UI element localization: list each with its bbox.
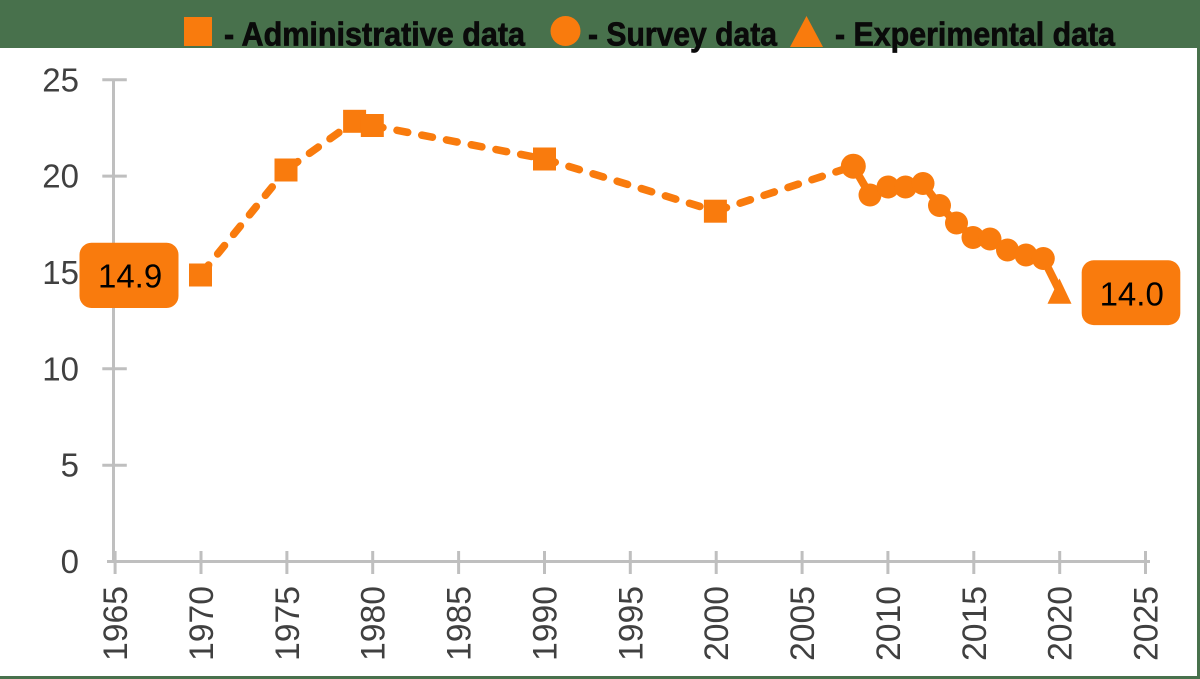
- svg-text:- Survey data: - Survey data: [588, 16, 778, 53]
- svg-text:2015: 2015: [956, 586, 994, 661]
- svg-text:25: 25: [42, 61, 79, 98]
- svg-text:1990: 1990: [527, 586, 565, 661]
- svg-text:20: 20: [42, 158, 79, 195]
- svg-text:1985: 1985: [441, 586, 479, 661]
- svg-text:1980: 1980: [355, 586, 393, 661]
- svg-text:1970: 1970: [183, 586, 221, 661]
- svg-text:2020: 2020: [1042, 586, 1080, 661]
- svg-text:14.0: 14.0: [1100, 276, 1164, 313]
- svg-text:1975: 1975: [269, 586, 307, 661]
- svg-text:0: 0: [61, 543, 79, 580]
- svg-text:1965: 1965: [97, 586, 135, 661]
- svg-text:2025: 2025: [1128, 586, 1166, 661]
- svg-text:15: 15: [42, 254, 79, 291]
- svg-text:1995: 1995: [612, 586, 650, 661]
- svg-text:- Administrative data: - Administrative data: [224, 16, 526, 53]
- svg-text:2005: 2005: [784, 586, 822, 661]
- svg-text:10: 10: [42, 350, 79, 387]
- svg-text:14.9: 14.9: [98, 258, 162, 295]
- svg-text:5: 5: [61, 447, 79, 484]
- svg-text:- Experimental data: - Experimental data: [835, 16, 1116, 53]
- svg-text:2000: 2000: [698, 586, 736, 661]
- svg-text:2010: 2010: [870, 586, 908, 661]
